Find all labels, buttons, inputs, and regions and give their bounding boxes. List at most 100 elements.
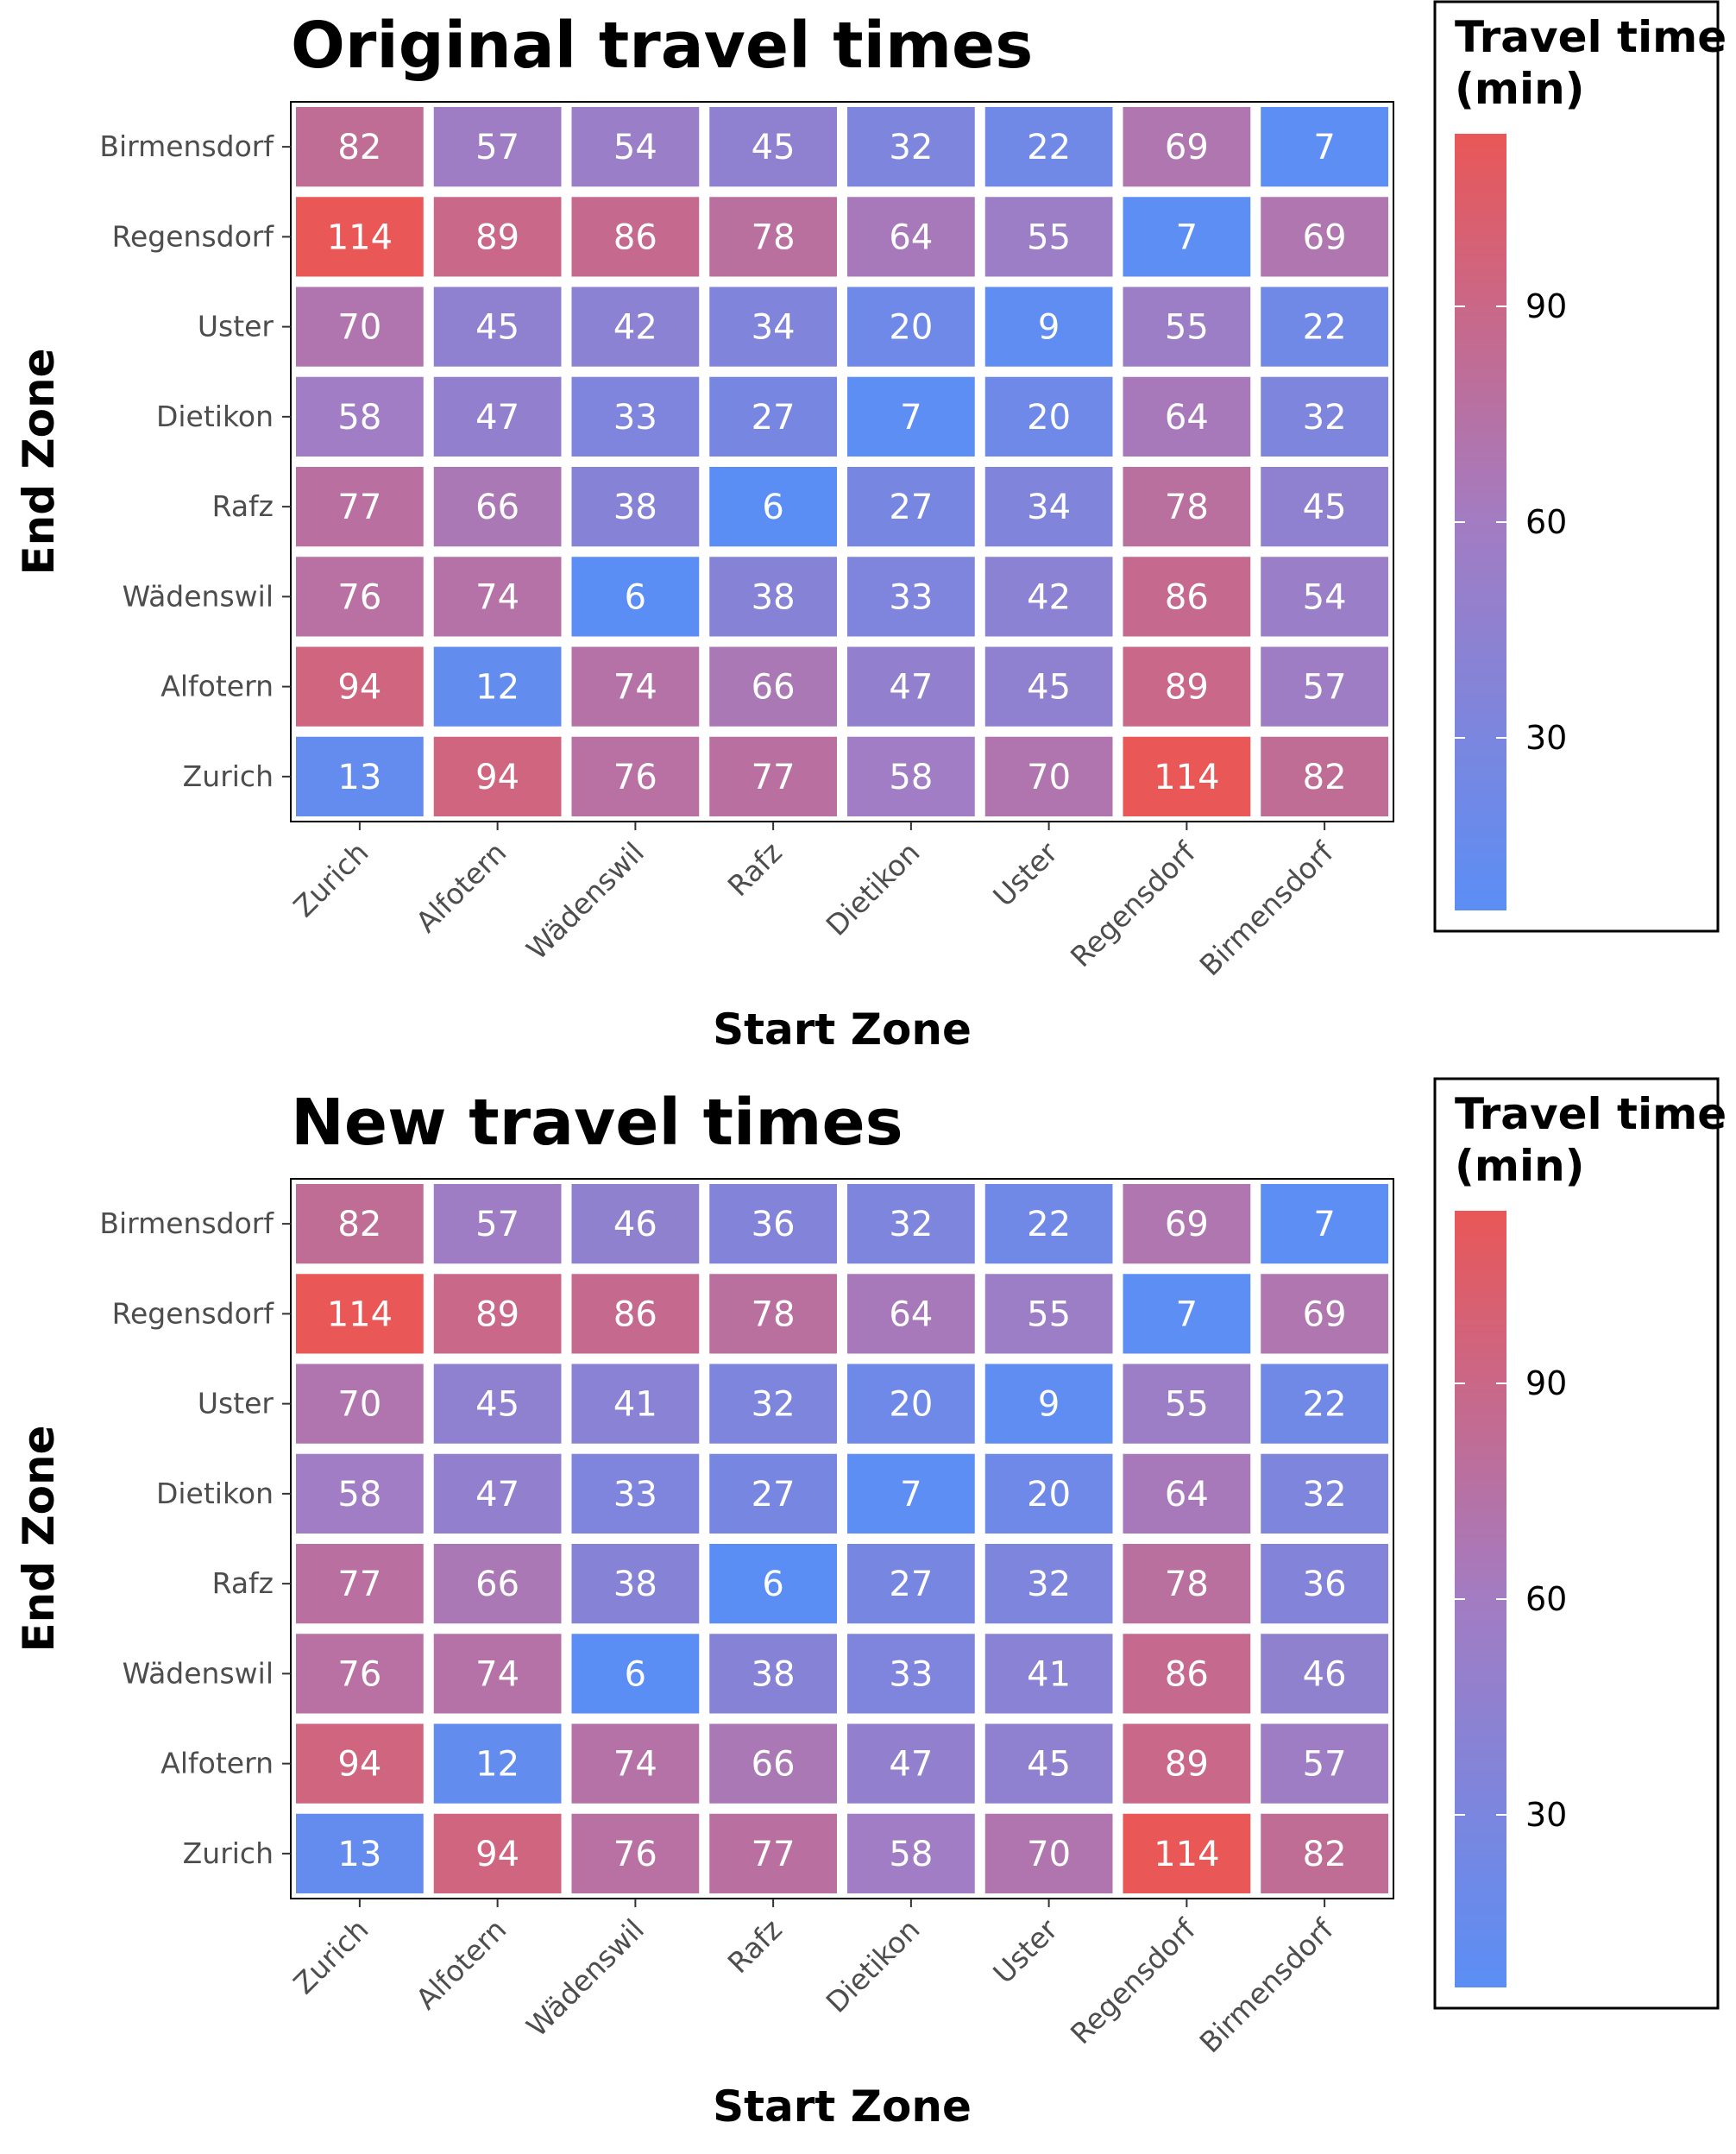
cell-value-label: 38	[752, 577, 796, 617]
cell-value-label: 64	[1165, 398, 1209, 438]
y-tick-label: Birmensdorf	[99, 1206, 274, 1240]
heatmap-cell	[709, 467, 837, 547]
heatmap-cell	[984, 467, 1113, 547]
cell-value-label: 82	[337, 1205, 381, 1244]
x-tick-label: Dietikon	[820, 835, 927, 942]
cell-value-label: 57	[1303, 1745, 1347, 1785]
cell-value-label: 7	[1313, 128, 1335, 167]
cell-value-label: 45	[1027, 668, 1071, 708]
heatmap-cell	[296, 197, 424, 277]
x-tick-label: Zurich	[286, 835, 374, 923]
y-tick-label: Dietikon	[156, 400, 274, 433]
heatmap-cell	[433, 1453, 562, 1534]
heatmap-cell	[433, 107, 562, 187]
heatmap-cell	[296, 646, 424, 727]
x-tick-label: Regensdorf	[1064, 1912, 1203, 2050]
cell-value-label: 77	[752, 1835, 796, 1874]
legend-title: Travel time (min)	[1455, 12, 1727, 114]
heatmap-cell	[571, 1723, 700, 1804]
cell-value-label: 20	[889, 308, 933, 348]
y-tick-label: Zurich	[183, 759, 274, 793]
heatmap-cell	[571, 1453, 700, 1534]
cell-value-label: 12	[475, 668, 519, 708]
legend-tick-label: 30	[1525, 1796, 1567, 1834]
cell-value-label: 55	[1027, 217, 1071, 257]
cell-value-label: 45	[1027, 1745, 1071, 1785]
heatmap-cell	[1261, 376, 1388, 457]
heatmap-cell	[571, 736, 700, 816]
legend-title: Travel time (min)	[1455, 1089, 1727, 1191]
x-tick-label: Alfotern	[409, 1912, 513, 2016]
heatmap-cell	[847, 197, 975, 277]
heatmap-cell	[709, 646, 837, 727]
heatmap-cell	[433, 736, 562, 816]
x-tick-label: Uster	[986, 835, 1064, 913]
heatmap-cell	[709, 557, 837, 637]
x-tick-label: Alfotern	[409, 835, 513, 939]
cell-value-label: 114	[1154, 1835, 1219, 1874]
heatmap-cell	[1123, 646, 1251, 727]
x-tick-label: Wädenswil	[519, 1912, 651, 2044]
cell-value-label: 13	[337, 1835, 381, 1874]
cell-value-label: 46	[1303, 1654, 1347, 1694]
y-tick-label: Birmensdorf	[99, 129, 274, 163]
color-legend: Travel time (min) 30 60 90	[1433, 1077, 1727, 2010]
cell-value-label: 22	[1027, 128, 1071, 167]
heatmap-cell	[1123, 736, 1251, 816]
chart-title: Original travel times	[291, 9, 1033, 83]
y-tick-label: Wädenswil	[123, 1656, 274, 1690]
legend-tick-label: 90	[1525, 287, 1567, 325]
heatmap-cell	[433, 197, 562, 277]
heatmap-cell	[433, 1813, 562, 1893]
heatmap-cell	[984, 1364, 1113, 1444]
heatmap-cell	[847, 107, 975, 187]
heatmap-cell	[433, 1544, 562, 1624]
cell-value-label: 70	[1027, 1835, 1071, 1874]
cell-value-label: 74	[613, 668, 657, 708]
heatmap-cell	[847, 1453, 975, 1534]
heatmap-cell	[296, 1634, 424, 1714]
cell-value-label: 70	[337, 1385, 381, 1425]
heatmap-cell	[984, 287, 1113, 367]
heatmap-cell	[709, 197, 837, 277]
cell-value-label: 76	[337, 1654, 381, 1694]
heatmap-cell	[571, 1274, 700, 1354]
heatmap-cell	[984, 376, 1113, 457]
cell-value-label: 47	[889, 668, 933, 708]
cell-value-label: 64	[889, 217, 933, 257]
cell-value-label: 82	[1303, 1835, 1347, 1874]
x-tick-label: Wädenswil	[519, 835, 651, 967]
heatmap-cell	[847, 736, 975, 816]
y-tick-label: Regensdorf	[112, 219, 275, 253]
heatmap-cell	[1261, 467, 1388, 547]
cell-value-label: 7	[1313, 1205, 1335, 1244]
cell-value-label: 64	[889, 1294, 933, 1334]
heatmap-cell	[296, 1364, 424, 1444]
cell-value-label: 76	[613, 758, 657, 797]
cell-value-label: 58	[889, 758, 933, 797]
heatmap-cell	[571, 557, 700, 637]
heatmap-cell	[984, 1184, 1113, 1264]
cell-value-label: 7	[1176, 1294, 1198, 1334]
cell-value-label: 74	[613, 1745, 657, 1785]
cell-value-label: 55	[1027, 1294, 1071, 1334]
cell-value-label: 82	[1303, 758, 1347, 797]
heatmap-cell	[1123, 287, 1251, 367]
heatmap-cell	[709, 107, 837, 187]
cell-value-label: 47	[475, 398, 519, 438]
cell-value-label: 34	[1027, 488, 1071, 527]
cell-value-label: 33	[889, 1654, 933, 1694]
heatmap-cell	[1123, 1453, 1251, 1534]
cell-value-label: 6	[762, 1565, 783, 1604]
heatmap-cell	[1123, 467, 1251, 547]
cell-value-label: 12	[475, 1745, 519, 1785]
cell-value-label: 20	[889, 1385, 933, 1425]
y-tick-label: Rafz	[212, 489, 274, 523]
cell-value-label: 86	[1165, 1654, 1209, 1694]
y-tick-label: Zurich	[183, 1836, 274, 1870]
heatmap-cell	[571, 1634, 700, 1714]
heatmap-cell	[433, 467, 562, 547]
x-tick-label: Regensdorf	[1064, 835, 1203, 973]
cell-value-label: 6	[625, 1654, 646, 1694]
